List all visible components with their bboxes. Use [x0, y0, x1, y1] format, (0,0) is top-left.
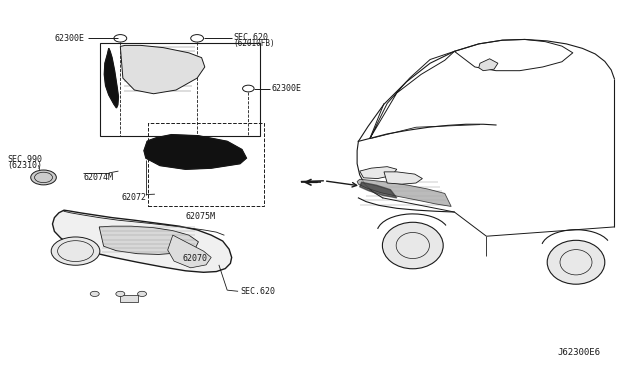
Circle shape: [51, 237, 100, 265]
Polygon shape: [357, 179, 451, 206]
Text: (62310): (62310): [8, 161, 43, 170]
Polygon shape: [144, 135, 246, 169]
Text: 62070: 62070: [182, 254, 207, 263]
Circle shape: [138, 291, 147, 296]
Polygon shape: [360, 167, 397, 179]
Circle shape: [116, 291, 125, 296]
Circle shape: [90, 291, 99, 296]
Text: SEC.990: SEC.990: [8, 155, 43, 164]
Text: SEC.620: SEC.620: [241, 287, 276, 296]
Polygon shape: [52, 210, 232, 272]
Text: 62300E: 62300E: [271, 84, 301, 93]
Polygon shape: [99, 226, 198, 254]
Text: 62072: 62072: [122, 193, 147, 202]
Circle shape: [31, 170, 56, 185]
Text: J62300E6: J62300E6: [557, 348, 600, 357]
FancyBboxPatch shape: [120, 295, 138, 302]
Polygon shape: [479, 59, 498, 71]
Text: 62300E: 62300E: [54, 34, 84, 43]
Polygon shape: [384, 172, 422, 184]
Polygon shape: [120, 45, 205, 94]
Polygon shape: [168, 235, 211, 268]
Text: 62074M: 62074M: [83, 173, 113, 182]
Text: (62010FB): (62010FB): [233, 39, 275, 48]
Text: 62075M: 62075M: [186, 212, 216, 221]
Text: SEC.620: SEC.620: [233, 33, 268, 42]
Ellipse shape: [383, 222, 443, 269]
Ellipse shape: [547, 240, 605, 284]
Polygon shape: [360, 182, 397, 198]
Polygon shape: [104, 48, 118, 108]
